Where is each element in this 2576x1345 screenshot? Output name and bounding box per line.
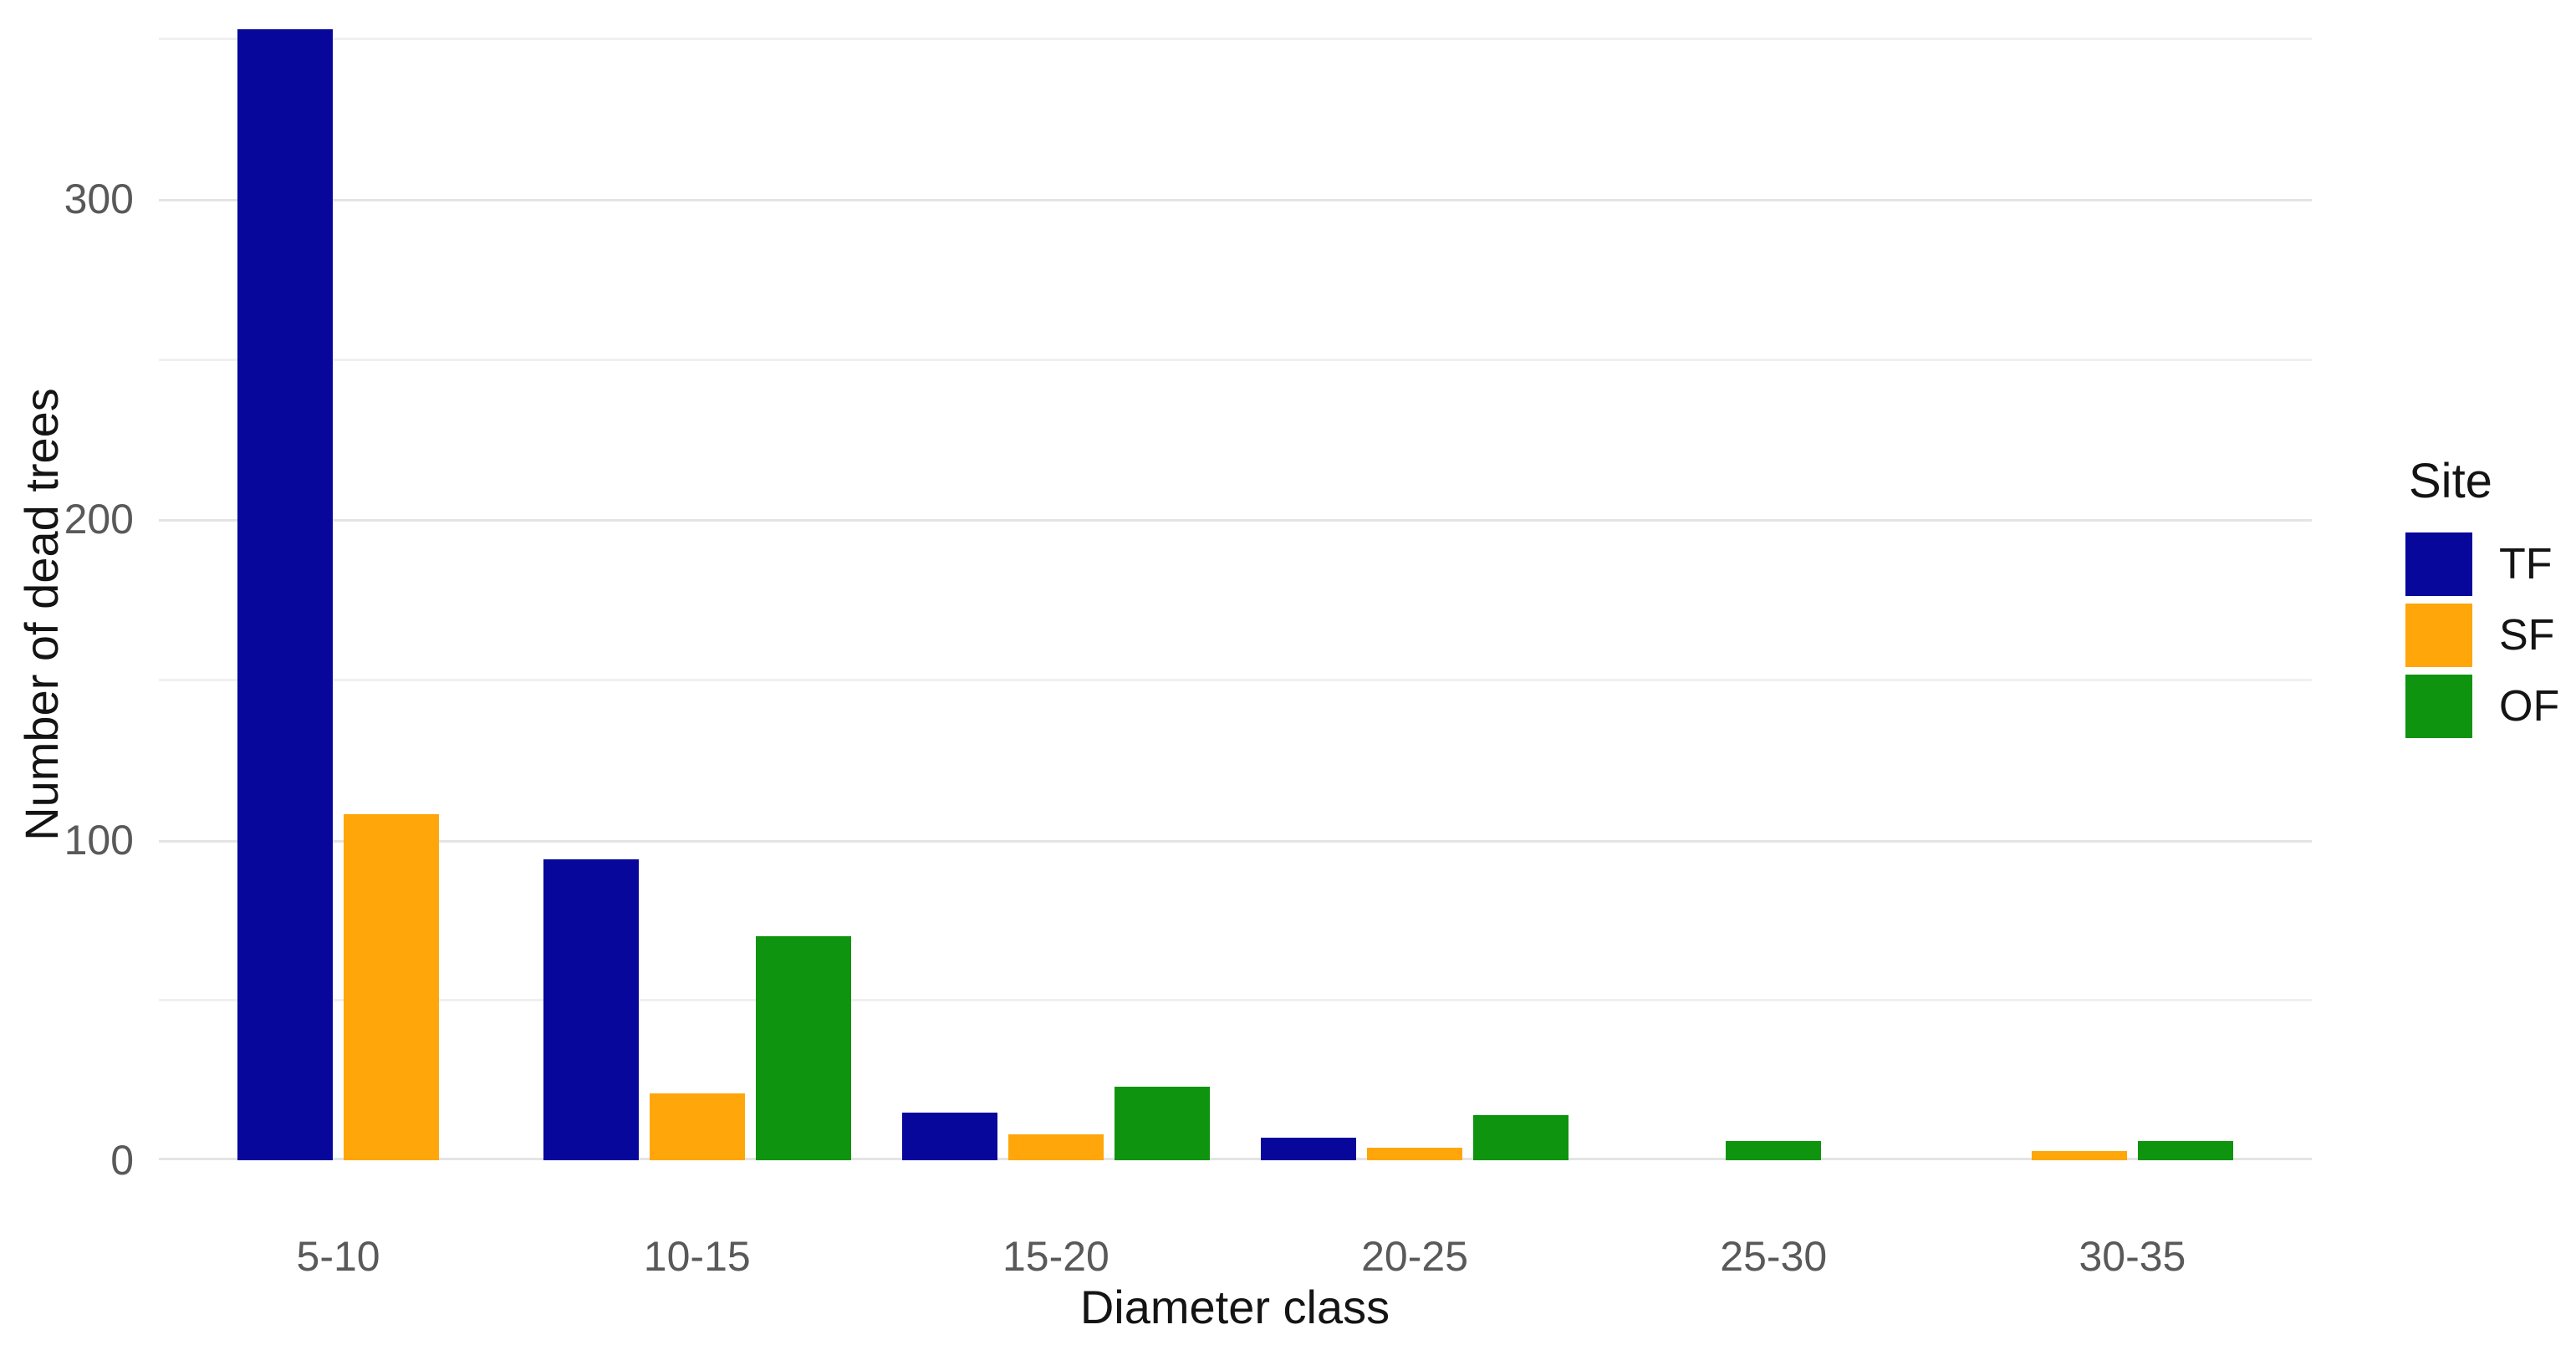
bar-OF-10-15 [755,935,851,1160]
gridline-major-0 [159,1158,2312,1160]
legend-swatch-sf [2405,604,2472,667]
legend: Site TF SF OF [2405,453,2559,746]
x-tick-label-5-10: 5-10 [296,1233,380,1280]
legend-swatch-of [2405,675,2472,738]
legend-item: SF [2405,604,2559,667]
bar-SF-15-20 [1007,1134,1104,1160]
gridline-major-200 [159,519,2312,522]
legend-label-tf: TF [2499,540,2553,588]
gridline-major-100 [159,839,2312,843]
x-tick-label-25-30: 25-30 [1720,1233,1828,1280]
x-tick-label-15-20: 15-20 [1002,1233,1109,1280]
bar-TF-20-25 [1261,1138,1357,1160]
legend-item: TF [2405,532,2559,596]
plot-panel [159,0,2312,1160]
x-tick-label-20-25: 20-25 [1361,1233,1469,1280]
gridline-major-300 [159,199,2312,201]
legend-swatch-tf [2405,532,2472,596]
x-tick-label-30-35: 30-35 [2079,1233,2186,1280]
y-tick-label-200: 200 [64,496,134,543]
bar-OF-20-25 [1473,1115,1569,1160]
gridline-minor-350 [159,38,2312,41]
y-axis-title: Number of dead trees [15,388,68,841]
legend-label-sf: SF [2499,611,2555,660]
bar-TF-5-10 [237,28,334,1160]
y-tick-label-0: 0 [110,1137,134,1184]
legend-title: Site [2409,454,2492,508]
bar-SF-5-10 [344,814,440,1160]
x-axis-title: Diameter class [1079,1281,1390,1333]
bar-SF-30-35 [2031,1150,2127,1160]
gridline-minor-250 [159,358,2312,361]
bar-OF-25-30 [1726,1141,1822,1160]
gridline-minor-150 [159,679,2312,681]
x-tick-label-10-15: 10-15 [643,1233,751,1280]
bar-OF-30-35 [2137,1141,2233,1160]
bar-SF-20-25 [1367,1147,1463,1160]
legend-item: OF [2405,675,2559,738]
bar-TF-15-20 [901,1112,997,1160]
bar-SF-10-15 [649,1093,745,1160]
bar-TF-10-15 [543,858,639,1160]
y-tick-label-100: 100 [64,816,134,864]
bar-OF-15-20 [1114,1086,1210,1160]
y-tick-label-300: 300 [64,176,134,222]
gridline-minor-50 [159,999,2312,1002]
legend-label-of: OF [2499,682,2560,731]
